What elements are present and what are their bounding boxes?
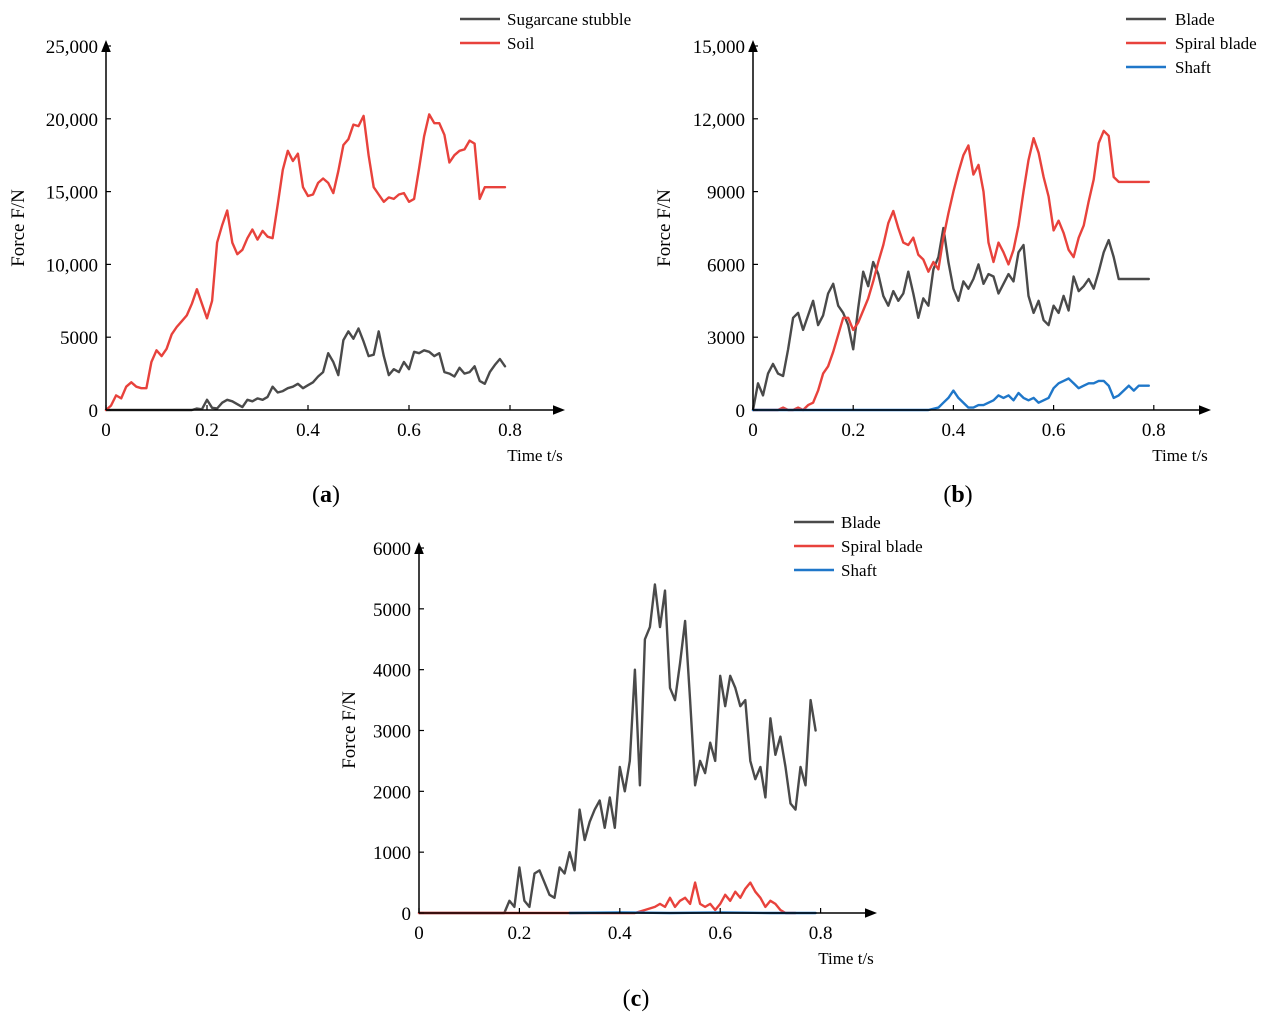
x-axis-title-a: Time t/s <box>507 446 563 465</box>
x-axis-title-c: Time t/s <box>818 949 874 968</box>
series-line-soil <box>104 113 507 412</box>
panel-label-c: (c) <box>623 986 650 1012</box>
y-axis-title-b: Force F/N <box>654 189 675 267</box>
legend-b: Blade Spiral blade Shaft <box>1126 10 1257 77</box>
y-tick-label: 12,000 <box>693 110 745 131</box>
legend-label: Blade <box>841 513 881 532</box>
y-tick-label: 0 <box>402 904 412 925</box>
y-tick-label: 4000 <box>373 661 411 682</box>
x-tick-label: 0.2 <box>508 923 532 944</box>
panel-label-a: (a) <box>312 482 340 508</box>
plot-area-c <box>417 583 817 915</box>
x-tick-label: 0 <box>101 420 111 441</box>
series-line-spiral-blade <box>417 881 797 915</box>
legend-label: Spiral blade <box>1175 34 1257 53</box>
panel-c: 0 0.2 0.4 0.6 0.8 0 1000 2000 3000 4000 5000 6000 F… <box>339 513 923 1012</box>
x-tick-label: 0.8 <box>809 923 833 944</box>
x-tick-label: 0 <box>748 420 758 441</box>
series-line-spiral-blade <box>751 129 1151 412</box>
x-tick-label: 0.6 <box>1042 420 1066 441</box>
y-tick-label: 5000 <box>60 328 98 349</box>
series-line-sugarcane-stubble <box>104 327 507 412</box>
y-tick-label: 3000 <box>373 722 411 743</box>
x-tick-label: 0.8 <box>1142 420 1166 441</box>
x-tick-label: 0.4 <box>296 420 320 441</box>
legend-label: Sugarcane stubble <box>507 10 631 29</box>
y-tick-label: 9000 <box>707 183 745 204</box>
plot-area-a <box>104 113 507 412</box>
y-tick-label: 10,000 <box>46 255 98 276</box>
plot-area-b <box>751 129 1151 412</box>
x-axis-title-b: Time t/s <box>1152 446 1208 465</box>
y-tick-label: 6000 <box>373 539 411 560</box>
y-tick-label: 0 <box>736 401 746 422</box>
series-line-blade <box>417 583 817 915</box>
legend-c: Blade Spiral blade Shaft <box>794 513 923 580</box>
x-tick-label: 0.4 <box>608 923 632 944</box>
legend-a: Sugarcane stubble Soil <box>460 10 631 53</box>
y-axis-title-c: Force F/N <box>339 691 360 769</box>
x-tick-label: 0.6 <box>397 420 421 441</box>
legend-label: Soil <box>507 34 535 53</box>
y-tick-label: 6000 <box>707 255 745 276</box>
legend-label: Shaft <box>1175 58 1211 77</box>
y-tick-label: 0 <box>89 401 99 422</box>
legend-label: Blade <box>1175 10 1215 29</box>
legend-label: Shaft <box>841 561 877 580</box>
series-line-blade <box>751 226 1151 412</box>
y-tick-label: 15,000 <box>46 183 98 204</box>
legend-label: Spiral blade <box>841 537 923 556</box>
x-tick-label: 0.6 <box>708 923 732 944</box>
x-tick-label: 0 <box>414 923 424 944</box>
x-tick-label: 0.4 <box>942 420 966 441</box>
y-tick-label: 20,000 <box>46 110 98 131</box>
y-tick-label: 1000 <box>373 843 411 864</box>
y-axis-title-a: Force F/N <box>8 189 29 267</box>
panel-a: 0 0.2 0.4 0.6 0.8 0 5000 10,000 15,000 20,000 25,0… <box>8 10 631 508</box>
y-tick-label: 25,000 <box>46 37 98 58</box>
y-tick-label: 5000 <box>373 600 411 621</box>
x-tick-label: 0.8 <box>498 420 522 441</box>
panel-b: 0 0.2 0.4 0.6 0.8 0 3000 6000 9000 12,000 15,000 F… <box>654 10 1257 508</box>
y-tick-label: 15,000 <box>693 37 745 58</box>
x-tick-label: 0.2 <box>195 420 219 441</box>
y-tick-label: 2000 <box>373 782 411 803</box>
x-tick-label: 0.2 <box>841 420 865 441</box>
panel-label-b: (b) <box>943 482 972 508</box>
series-line-shaft <box>751 377 1151 412</box>
y-tick-label: 3000 <box>707 328 745 349</box>
